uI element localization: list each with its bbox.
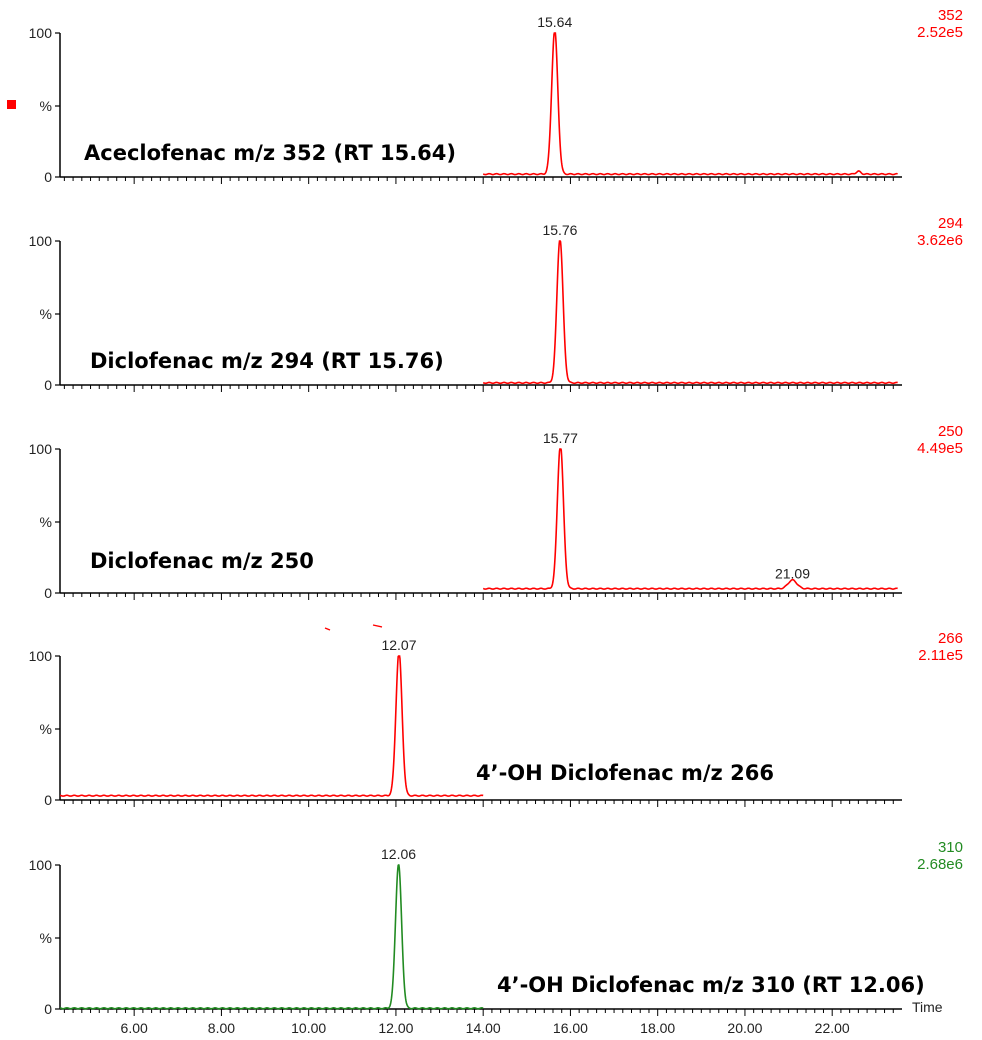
intensity-label: 2.68e6	[917, 856, 963, 873]
trace-title: Aceclofenac m/z 352 (RT 15.64)	[84, 141, 456, 165]
x-tick-label: 22.00	[815, 1020, 850, 1036]
trace-line-310	[59, 864, 484, 1010]
x-tick-label: 8.00	[208, 1020, 235, 1036]
x-tick-label: 14.00	[466, 1020, 501, 1036]
y-tick-label: %	[40, 306, 52, 322]
x-tick-label: 12.00	[378, 1020, 413, 1036]
trace-title: Diclofenac m/z 294 (RT 15.76)	[90, 349, 444, 373]
trace-title: 4’-OH Diclofenac m/z 310 (RT 12.06)	[497, 973, 925, 997]
y-tick-label: 100	[29, 648, 53, 664]
trace-line-250	[482, 448, 898, 590]
y-tick-label: %	[40, 514, 52, 530]
annotation-fleck	[324, 627, 331, 631]
x-axis-label: Time	[912, 999, 943, 1015]
mz-label: 266	[938, 630, 963, 647]
y-tick-label: 100	[29, 25, 53, 41]
peak-label: 12.07	[381, 637, 416, 653]
x-tick-label: 6.00	[121, 1020, 148, 1036]
selected-trace-marker	[7, 100, 16, 109]
y-tick-label: %	[40, 98, 52, 114]
y-tick-label: 0	[44, 169, 52, 185]
x-tick-label: 10.00	[291, 1020, 326, 1036]
y-tick-label: 100	[29, 857, 53, 873]
mz-label: 250	[938, 423, 963, 440]
x-tick-label: 20.00	[727, 1020, 762, 1036]
mz-label: 294	[938, 215, 963, 232]
intensity-label: 4.49e5	[917, 440, 963, 457]
trace-title: Diclofenac m/z 250	[90, 549, 314, 573]
peak-label: 15.77	[543, 430, 578, 446]
y-tick-label: %	[40, 930, 52, 946]
peak-label: 21.09	[775, 565, 810, 581]
trace-line-294	[482, 240, 898, 385]
y-tick-label: 0	[44, 585, 52, 601]
mz-label: 352	[938, 7, 963, 24]
y-tick-label: 100	[29, 233, 53, 249]
trace-line-266	[59, 655, 484, 797]
trace-line-352	[482, 32, 898, 176]
x-tick-label: 18.00	[640, 1020, 675, 1036]
peak-label: 15.64	[537, 14, 572, 30]
peak-label: 15.76	[542, 222, 577, 238]
peak-label: 12.06	[381, 846, 416, 862]
mz-label: 310	[938, 839, 963, 856]
trace-title: 4’-OH Diclofenac m/z 266	[476, 761, 774, 785]
x-tick-label: 16.00	[553, 1020, 588, 1036]
y-tick-label: %	[40, 721, 52, 737]
annotation-fleck	[372, 624, 383, 628]
y-tick-label: 0	[44, 792, 52, 808]
intensity-label: 2.52e5	[917, 24, 963, 41]
y-tick-label: 100	[29, 441, 53, 457]
intensity-label: 3.62e6	[917, 232, 963, 249]
intensity-label: 2.11e5	[918, 647, 963, 664]
y-tick-label: 0	[44, 377, 52, 393]
y-tick-label: 0	[44, 1001, 52, 1017]
